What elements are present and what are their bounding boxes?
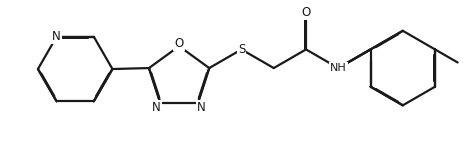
- Text: S: S: [238, 43, 245, 56]
- Text: NH: NH: [330, 63, 347, 73]
- Text: O: O: [301, 6, 311, 19]
- Text: N: N: [52, 30, 61, 43]
- Text: N: N: [152, 101, 161, 114]
- Text: N: N: [197, 101, 206, 114]
- Text: O: O: [175, 37, 184, 50]
